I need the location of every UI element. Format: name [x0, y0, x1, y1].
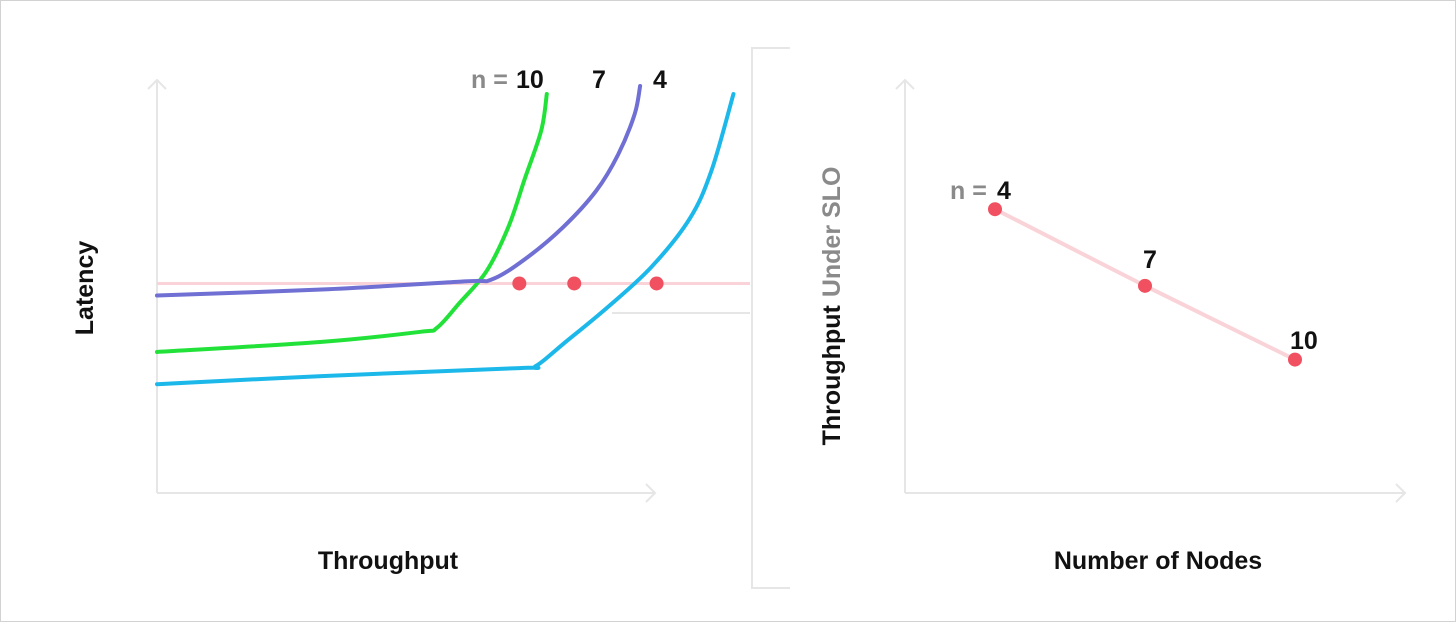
left-x-axis-label: Throughput [318, 547, 459, 575]
latency-series-group [155, 83, 736, 387]
node-marker-n10 [1288, 352, 1302, 367]
series-line-n4 [155, 92, 736, 387]
node-marker-n7 [1138, 278, 1152, 293]
series-label-7: 7 [592, 66, 606, 94]
series-label-4: 4 [653, 66, 667, 94]
right-y-axis-label: Throughput Under SLO [818, 167, 846, 446]
latency-throughput-chart: n = 10 7 4 Throughput Latency [71, 66, 750, 575]
right-y-axis-label-secondary: Under SLO [818, 167, 846, 298]
point-label-7: 7 [1143, 246, 1157, 274]
legend-prefix: n = [471, 66, 508, 94]
point-label-10: 10 [1290, 327, 1318, 355]
left-y-axis-arrow [147, 78, 167, 90]
point-prefix: n = [950, 177, 987, 205]
point-label-4: 4 [997, 177, 1011, 205]
series-label-10: 10 [516, 66, 544, 94]
right-y-axis-arrow [895, 78, 915, 90]
node-marker-n4 [988, 202, 1002, 217]
right-x-axis-label: Number of Nodes [1054, 547, 1262, 575]
left-x-axis-arrow [645, 483, 657, 503]
slo-marker-n4 [649, 276, 664, 291]
series-line-n10 [155, 92, 549, 354]
slo-marker-n7 [567, 276, 582, 291]
slo-marker-n10 [512, 276, 527, 291]
right-x-axis-arrow [1395, 483, 1407, 503]
slo-intersection-markers [512, 276, 664, 291]
node-count-markers [988, 202, 1302, 367]
panel-divider-bracket [751, 47, 790, 589]
throughput-nodes-chart: n = 4 7 10 Number of Nodes Throughput Und… [818, 78, 1407, 575]
right-y-axis-label-main: Throughput [818, 305, 846, 446]
series-line-n7 [155, 83, 643, 298]
left-y-axis-label: Latency [71, 241, 99, 336]
